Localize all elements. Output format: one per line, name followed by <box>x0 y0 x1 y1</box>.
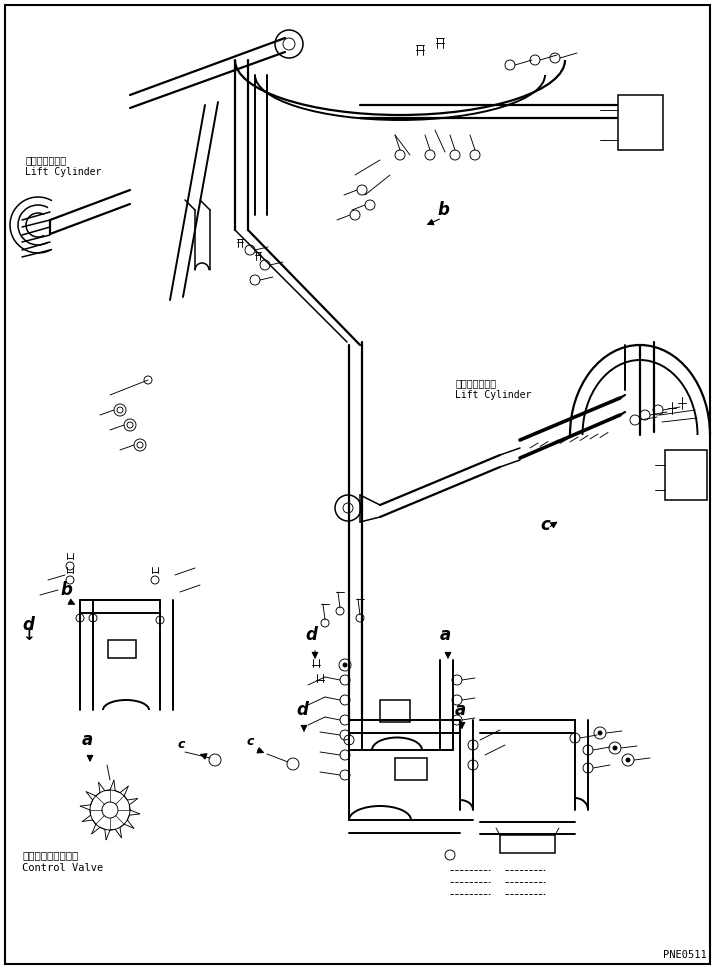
Bar <box>500 835 555 853</box>
Text: b: b <box>437 201 449 219</box>
Text: a: a <box>82 731 93 749</box>
Text: リフトシリンダ: リフトシリンダ <box>25 155 66 165</box>
Circle shape <box>626 758 630 762</box>
Text: c: c <box>247 735 255 748</box>
Text: c: c <box>540 516 550 534</box>
Circle shape <box>613 746 617 750</box>
Text: a: a <box>440 626 451 644</box>
Bar <box>618 95 663 150</box>
Text: d: d <box>296 701 308 719</box>
Bar <box>665 450 707 500</box>
Text: c: c <box>178 738 185 751</box>
Circle shape <box>598 731 602 735</box>
Circle shape <box>343 663 347 667</box>
Text: Control Valve: Control Valve <box>22 863 103 873</box>
Bar <box>380 700 410 722</box>
Text: リフトシリンダ: リフトシリンダ <box>455 378 496 388</box>
Text: d: d <box>22 616 34 634</box>
Text: ↓: ↓ <box>22 628 35 643</box>
Bar <box>108 640 136 658</box>
Text: PNE0511: PNE0511 <box>664 950 707 960</box>
Text: Lift Cylinder: Lift Cylinder <box>25 167 102 177</box>
Text: a: a <box>455 701 466 719</box>
Text: b: b <box>60 581 72 599</box>
Text: コントロールバルブ: コントロールバルブ <box>22 850 78 860</box>
Text: d: d <box>305 626 317 644</box>
Text: Lift Cylinder: Lift Cylinder <box>455 390 531 400</box>
Bar <box>395 758 427 780</box>
